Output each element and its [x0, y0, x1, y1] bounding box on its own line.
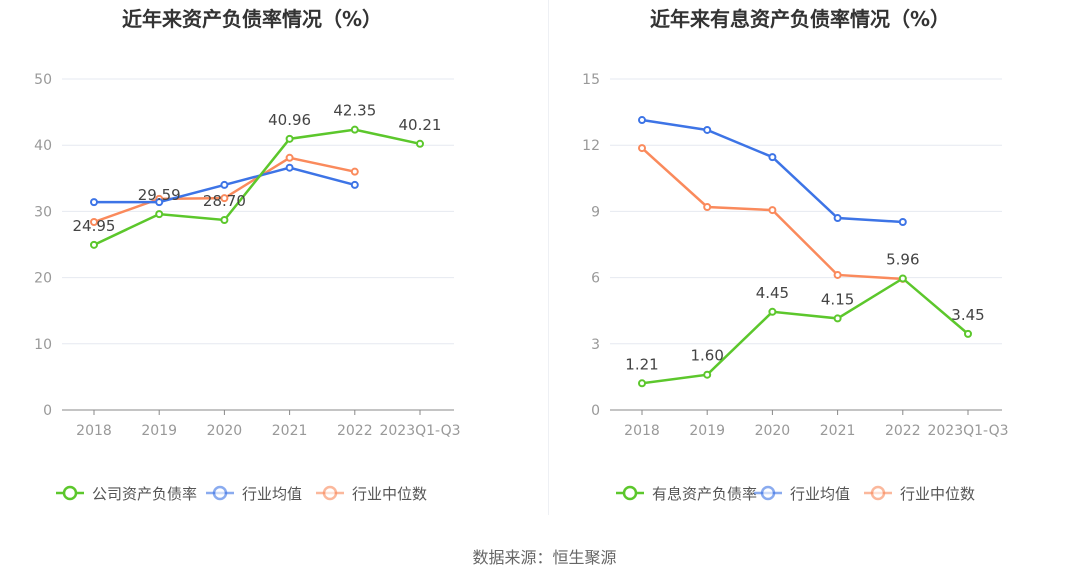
legend-marker-median	[870, 485, 886, 501]
legend-label-median: 行业中位数	[352, 485, 427, 503]
data-point-company	[964, 329, 972, 338]
y-tick-label: 9	[591, 204, 600, 220]
chart-title: 近年来资产负债率情况（%）	[122, 7, 382, 31]
data-point-avg	[898, 217, 907, 226]
data-point-company	[350, 125, 359, 134]
data-point-avg	[703, 125, 712, 134]
data-label: 42.35	[333, 102, 376, 120]
data-point-avg	[90, 198, 98, 207]
data-label: 24.95	[73, 217, 116, 235]
data-point-company	[90, 240, 98, 249]
x-tick-label: 2019	[689, 423, 725, 439]
data-label: 40.96	[268, 111, 311, 129]
data-point-avg	[155, 198, 164, 207]
data-point-avg	[350, 180, 359, 189]
x-tick-label: 2023Q1-Q3	[379, 423, 460, 439]
data-label: 3.45	[951, 306, 984, 324]
data-point-company	[703, 370, 712, 379]
data-point-median	[703, 202, 712, 211]
data-point-avg	[638, 116, 646, 125]
x-tick-label: 2020	[207, 423, 243, 439]
data-point-company	[155, 210, 164, 219]
data-point-median	[285, 153, 294, 162]
y-tick-label: 0	[43, 403, 52, 419]
data-label: 5.96	[886, 250, 919, 268]
y-tick-label: 40	[34, 138, 52, 154]
data-point-avg	[768, 153, 777, 162]
data-point-avg	[285, 163, 294, 172]
y-tick-label: 10	[34, 337, 52, 353]
data-point-company	[768, 307, 777, 316]
y-tick-label: 3	[591, 337, 600, 353]
data-point-company	[416, 139, 424, 148]
data-label: 4.45	[756, 284, 789, 302]
y-tick-label: 12	[582, 138, 600, 154]
data-point-company	[898, 274, 907, 283]
data-point-company	[220, 216, 229, 225]
legend-label-avg: 行业均值	[790, 485, 850, 503]
chart-title: 近年来有息资产负债率情况（%）	[650, 7, 950, 31]
x-tick-label: 2020	[755, 423, 791, 439]
data-label: 4.15	[821, 290, 854, 308]
data-point-median	[833, 270, 842, 279]
chart-interest-debt-ratio: 近年来有息资产负债率情况（%） 0 3 6 9 12 15 2018 2019 2020 2021 2…	[582, 7, 1008, 503]
data-point-median	[220, 194, 229, 203]
legend-label-company: 有息资产负债率	[652, 485, 757, 503]
source-note: 数据来源：恒生聚源	[472, 548, 617, 567]
data-label: 40.21	[399, 116, 442, 134]
data-label: 29.59	[138, 186, 181, 204]
y-tick-label: 20	[34, 271, 52, 287]
y-tick-label: 6	[591, 271, 600, 287]
legend-marker-company	[62, 485, 78, 501]
legend-label-avg: 行业均值	[242, 485, 302, 503]
data-point-company	[638, 379, 646, 388]
data-point-company	[285, 134, 294, 143]
legend-label-company: 公司资产负债率	[92, 485, 197, 503]
data-point-company	[833, 314, 842, 323]
legend-marker-avg	[212, 485, 228, 501]
data-point-avg	[833, 214, 842, 223]
y-tick-label: 0	[591, 403, 600, 419]
divider	[548, 0, 549, 515]
chart-debt-ratio: 近年来资产负债率情况（%） 0 10 20 30 40 50 2018 2019 2020 2021…	[34, 7, 460, 503]
series-line-company	[641, 276, 969, 385]
x-tick-label: 2021	[272, 423, 308, 439]
data-point-median	[638, 144, 646, 153]
x-tick-label: 2023Q1-Q3	[927, 423, 1008, 439]
x-tick-label: 2021	[820, 423, 856, 439]
legend-label-median: 行业中位数	[900, 485, 975, 503]
legend-marker-avg	[760, 485, 776, 501]
legend-marker-company	[622, 485, 638, 501]
data-label: 1.60	[690, 347, 723, 365]
x-tick-label: 2018	[76, 423, 112, 439]
data-point-median	[350, 167, 359, 176]
data-point-avg	[220, 180, 229, 189]
y-tick-label: 50	[34, 72, 52, 88]
data-point-median	[768, 206, 777, 215]
x-tick-label: 2022	[885, 423, 921, 439]
series-line-median	[93, 156, 356, 224]
y-tick-label: 15	[582, 72, 600, 88]
data-label: 28.70	[203, 192, 246, 210]
x-tick-label: 2019	[141, 423, 177, 439]
x-tick-label: 2022	[337, 423, 373, 439]
legend-marker-median	[322, 485, 338, 501]
x-tick-label: 2018	[624, 423, 660, 439]
data-label: 1.21	[625, 355, 658, 373]
data-point-median	[90, 217, 98, 226]
y-tick-label: 30	[34, 204, 52, 220]
series-line-company	[93, 128, 421, 246]
